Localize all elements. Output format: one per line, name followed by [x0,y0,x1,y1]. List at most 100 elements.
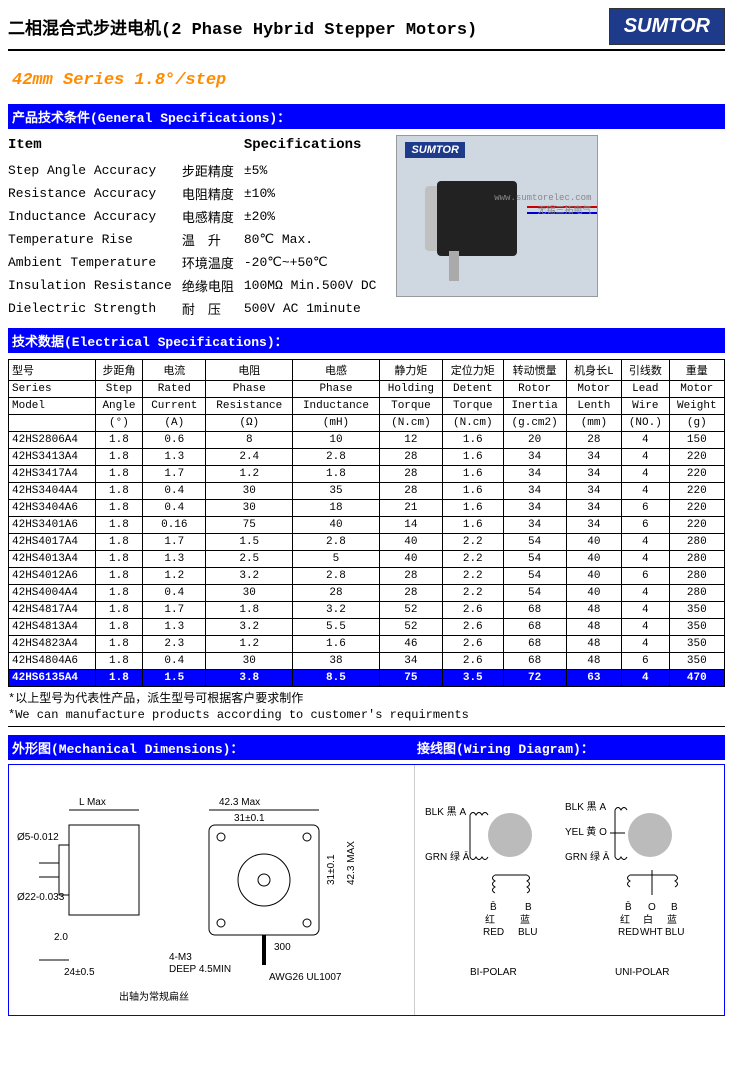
cell: 6 [622,568,670,585]
cell: 38 [293,653,380,670]
electrical-table: 型号步距角电流电阻电感静力矩定位力矩转动惯量机身长L引线数重量 SeriesSt… [8,359,725,687]
gen-cn: 电阻精度 [182,182,244,205]
cell: 40 [566,534,621,551]
svg-text:BLK 黑 A: BLK 黑 A [425,806,466,818]
general-spec-block: Item Specifications Step Angle Accuracy步… [8,135,725,320]
cell: 28 [379,483,442,500]
gen-cn: 步距精度 [182,159,244,182]
general-row: Resistance Accuracy电阻精度±10% [8,182,386,205]
cell: 4 [622,483,670,500]
svg-text:出轴为常规扁丝: 出轴为常规扁丝 [119,990,189,1003]
cell: 150 [669,432,724,449]
cell: 1.8 [95,653,143,670]
cell: 4 [622,534,670,551]
cell: 1.8 [95,432,143,449]
cell: 350 [669,636,724,653]
cell: 40 [566,585,621,602]
gen-cn: 绝缘电阻 [182,274,244,297]
cell: 35 [293,483,380,500]
svg-text:BLU: BLU [665,927,684,938]
gen-val: ±20% [244,205,387,228]
col-head: Step [95,381,143,398]
col-head: Torque [443,398,504,415]
col-head: 电流 [143,360,206,381]
svg-text:Ø5-0.012: Ø5-0.012 [17,832,59,843]
svg-text:4-M3: 4-M3 [169,952,192,963]
cell: 470 [669,670,724,687]
col-head: Torque [379,398,442,415]
col-head: (NO.) [622,415,670,432]
gen-en: Inductance Accuracy [8,205,182,228]
cell: 40 [566,568,621,585]
table-row: 42HS2806A41.80.6810121.620284150 [9,432,725,449]
cell: 2.4 [206,449,293,466]
cell: 34 [566,466,621,483]
cell: 21 [379,500,442,517]
cell: 12 [379,432,442,449]
cell: 4 [622,602,670,619]
cell: 3.8 [206,670,293,687]
cell: 1.8 [95,449,143,466]
col-head: 定位力矩 [443,360,504,381]
cell: 1.8 [95,466,143,483]
title-en: (2 Phase Hybrid Stepper Motors) [161,21,477,40]
cell: 220 [669,466,724,483]
page-title: 二相混合式步进电机(2 Phase Hybrid Stepper Motors) [8,14,477,40]
table-row: 42HS4012A61.81.23.22.8282.254406280 [9,568,725,585]
cell: 34 [503,517,566,534]
col-head: (°) [95,415,143,432]
svg-text:GRN 绿 Ā: GRN 绿 Ā [565,850,610,863]
col-head: Rotor [503,381,566,398]
section-electrical: 技术数据(Electrical Specifications)： [8,328,725,353]
table-row: 42HS3417A41.81.71.21.8281.634344220 [9,466,725,483]
cell: 42HS3413A4 [9,449,96,466]
col-head: Weight [669,398,724,415]
col-head: (mH) [293,415,380,432]
col-head: 引线数 [622,360,670,381]
cell: 34 [566,517,621,534]
col-head: 电阻 [206,360,293,381]
table-row-highlight: 42HS6135A41.81.53.88.5753.572634470 [9,670,725,687]
table-row: 42HS4004A41.80.43028282.254404280 [9,585,725,602]
cell: 40 [379,534,442,551]
cell: 350 [669,602,724,619]
svg-text:BLU: BLU [518,927,537,938]
col-head: 型号 [9,360,96,381]
cell: 28 [379,449,442,466]
cell: 1.8 [95,619,143,636]
cell: 280 [669,534,724,551]
cell: 1.8 [95,483,143,500]
cell: 0.16 [143,517,206,534]
cell: 42HS4017A4 [9,534,96,551]
cell: 68 [503,602,566,619]
gen-cn: 温 升 [182,228,244,251]
col-head: Inductance [293,398,380,415]
gen-en: Dielectric Strength [8,297,182,320]
gen-en: Resistance Accuracy [8,182,182,205]
cell: 280 [669,551,724,568]
table-row: 42HS3404A41.80.43035281.634344220 [9,483,725,500]
col-head: Lenth [566,398,621,415]
gen-en: Insulation Resistance [8,274,182,297]
cell: 18 [293,500,380,517]
cell: 42HS4012A6 [9,568,96,585]
svg-text:300: 300 [274,942,291,953]
col-head: Phase [206,381,293,398]
cell: 4 [622,670,670,687]
cell: 4 [622,466,670,483]
cell: 34 [379,653,442,670]
svg-text:L Max: L Max [79,797,106,808]
cell: 14 [379,517,442,534]
svg-text:B̄: B̄ [490,900,497,913]
svg-text:WHT: WHT [640,927,663,938]
watermark: www.sumtorelec.com 无锡三拓电气 [494,193,591,216]
cell: 42HS3404A6 [9,500,96,517]
cell: 1.8 [95,568,143,585]
title-cn: 二相混合式步进电机 [8,21,161,40]
col-head: 步距角 [95,360,143,381]
cell: 1.6 [443,483,504,500]
col-head: Model [9,398,96,415]
mech-svg-icon: L Max Ø5-0.012 Ø22-0.033 2.0 24±0.5 42.3… [9,765,414,1015]
cell: 8 [206,432,293,449]
cell: 2.8 [293,534,380,551]
